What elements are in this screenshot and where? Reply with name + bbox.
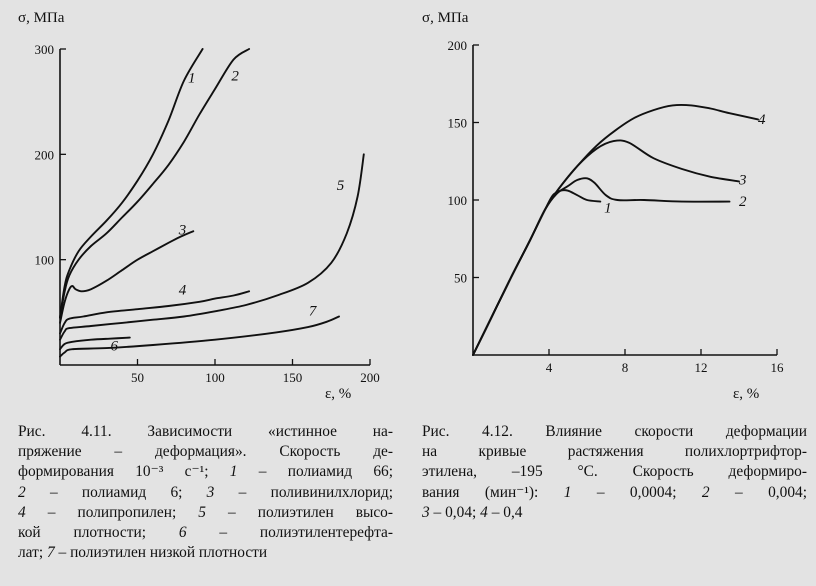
- y-tick-label: 300: [35, 42, 55, 57]
- caption-line: этилена, –195 °С. Скорость деформиро-: [422, 463, 807, 481]
- caption-line: Рис. 4.11. Зависимости «истинное на-: [18, 423, 393, 440]
- y-tick-label: 50: [454, 271, 467, 286]
- curve-label-4: 4: [758, 112, 766, 128]
- series-line-2: [59, 48, 251, 319]
- chart-stress-strain-polymers: 50 100 150 200 100 200 300 σ, МПа ε, % 1 2 3 4 5 6 7: [18, 10, 380, 402]
- series-line-3: [59, 230, 195, 324]
- curve-label-7: 7: [309, 303, 318, 319]
- caption-line: вания (мин⁻¹): 1 – 0,0004; 2 – 0,004;: [422, 483, 807, 501]
- curve-label-2: 2: [231, 69, 239, 85]
- curve-label-1: 1: [604, 200, 612, 216]
- caption-line: 2 – полиамид 6; 3 – поливинилхлорид;: [18, 483, 393, 501]
- series-line-1: [59, 48, 204, 319]
- curve-label-4: 4: [179, 282, 187, 298]
- caption-line: лат; 7 – полиэтилен низкой плотности: [18, 544, 268, 562]
- caption-fig-4-11: Рис. 4.11. Зависимости «истинное на-пряж…: [18, 422, 393, 563]
- series-line-3: [472, 139, 740, 356]
- caption-line: формирования 10⁻³ с⁻¹; 1 – полиамид 66;: [18, 463, 393, 481]
- series-line-1: [472, 189, 602, 356]
- y-axis-label: σ, МПа: [18, 10, 65, 26]
- curve-label-3: 3: [738, 173, 747, 189]
- series-line-2: [472, 177, 731, 356]
- curve-label-2: 2: [739, 194, 747, 210]
- caption-line: 3 – 0,04; 4 – 0,4: [422, 503, 523, 521]
- x-tick-label: 50: [131, 370, 144, 385]
- curve-label-3: 3: [178, 222, 187, 238]
- caption-line: пряжение – деформация». Скорость де-: [18, 443, 393, 461]
- y-tick-label: 100: [35, 253, 55, 268]
- y-tick-label: 200: [448, 38, 468, 53]
- caption-line: Рис. 4.12. Влияние скорости деформации: [422, 423, 807, 440]
- y-tick-label: 200: [35, 147, 55, 162]
- x-tick-label: 12: [695, 360, 708, 375]
- series-line-5: [59, 153, 365, 341]
- series-line-6: [59, 336, 131, 351]
- x-axis-label: ε, %: [733, 386, 759, 402]
- x-tick-label: 4: [546, 360, 553, 375]
- x-tick-label: 200: [360, 370, 380, 385]
- series-line-7: [59, 315, 340, 358]
- y-tick-label: 100: [448, 193, 468, 208]
- caption-line: 4 – полипропилен; 5 – полиэтилен высо-: [18, 503, 393, 521]
- caption-line: на кривые растяжения полихлортрифтор-: [422, 443, 807, 461]
- x-tick-label: 150: [283, 370, 303, 385]
- curve-label-1: 1: [188, 71, 196, 87]
- x-tick-label: 8: [622, 360, 629, 375]
- caption-line: кой плотности; 6 – полиэтилентерефта-: [18, 524, 394, 542]
- series-line-4: [472, 104, 759, 356]
- x-axis-label: ε, %: [325, 386, 351, 402]
- caption-fig-4-12: Рис. 4.12. Влияние скорости деформации на…: [422, 422, 807, 523]
- y-tick-label: 150: [448, 116, 468, 131]
- curve-label-5: 5: [337, 178, 345, 194]
- curve-label-6: 6: [111, 338, 119, 354]
- x-tick-label: 16: [771, 360, 785, 375]
- y-axis-label: σ, МПа: [422, 10, 469, 26]
- series-line-4: [59, 290, 251, 335]
- x-tick-label: 100: [205, 370, 225, 385]
